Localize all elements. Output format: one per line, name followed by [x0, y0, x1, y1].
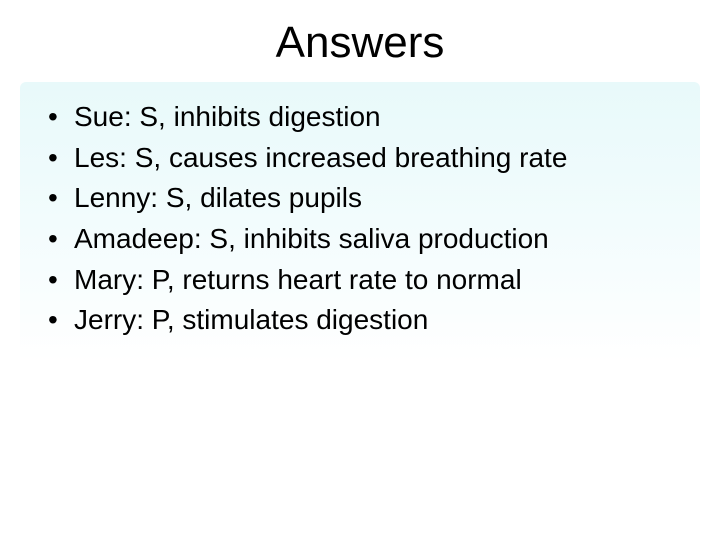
bullet-icon: •: [48, 261, 74, 300]
bullet-text: Sue: S, inhibits digestion: [74, 98, 381, 137]
bullet-list: • Sue: S, inhibits digestion • Les: S, c…: [48, 98, 672, 340]
bullet-text: Mary: P, returns heart rate to normal: [74, 261, 522, 300]
bullet-icon: •: [48, 139, 74, 178]
bullet-icon: •: [48, 179, 74, 218]
bullet-text: Jerry: P, stimulates digestion: [74, 301, 428, 340]
list-item: • Lenny: S, dilates pupils: [48, 179, 672, 218]
bullet-text: Les: S, causes increased breathing rate: [74, 139, 567, 178]
list-item: • Amadeep: S, inhibits saliva production: [48, 220, 672, 259]
list-item: • Les: S, causes increased breathing rat…: [48, 139, 672, 178]
bullet-icon: •: [48, 98, 74, 137]
slide-title: Answers: [20, 18, 700, 68]
content-box: • Sue: S, inhibits digestion • Les: S, c…: [20, 82, 700, 362]
bullet-text: Amadeep: S, inhibits saliva production: [74, 220, 549, 259]
list-item: • Mary: P, returns heart rate to normal: [48, 261, 672, 300]
slide-container: Answers • Sue: S, inhibits digestion • L…: [0, 0, 720, 540]
bullet-icon: •: [48, 220, 74, 259]
bullet-icon: •: [48, 301, 74, 340]
list-item: • Jerry: P, stimulates digestion: [48, 301, 672, 340]
list-item: • Sue: S, inhibits digestion: [48, 98, 672, 137]
bullet-text: Lenny: S, dilates pupils: [74, 179, 362, 218]
